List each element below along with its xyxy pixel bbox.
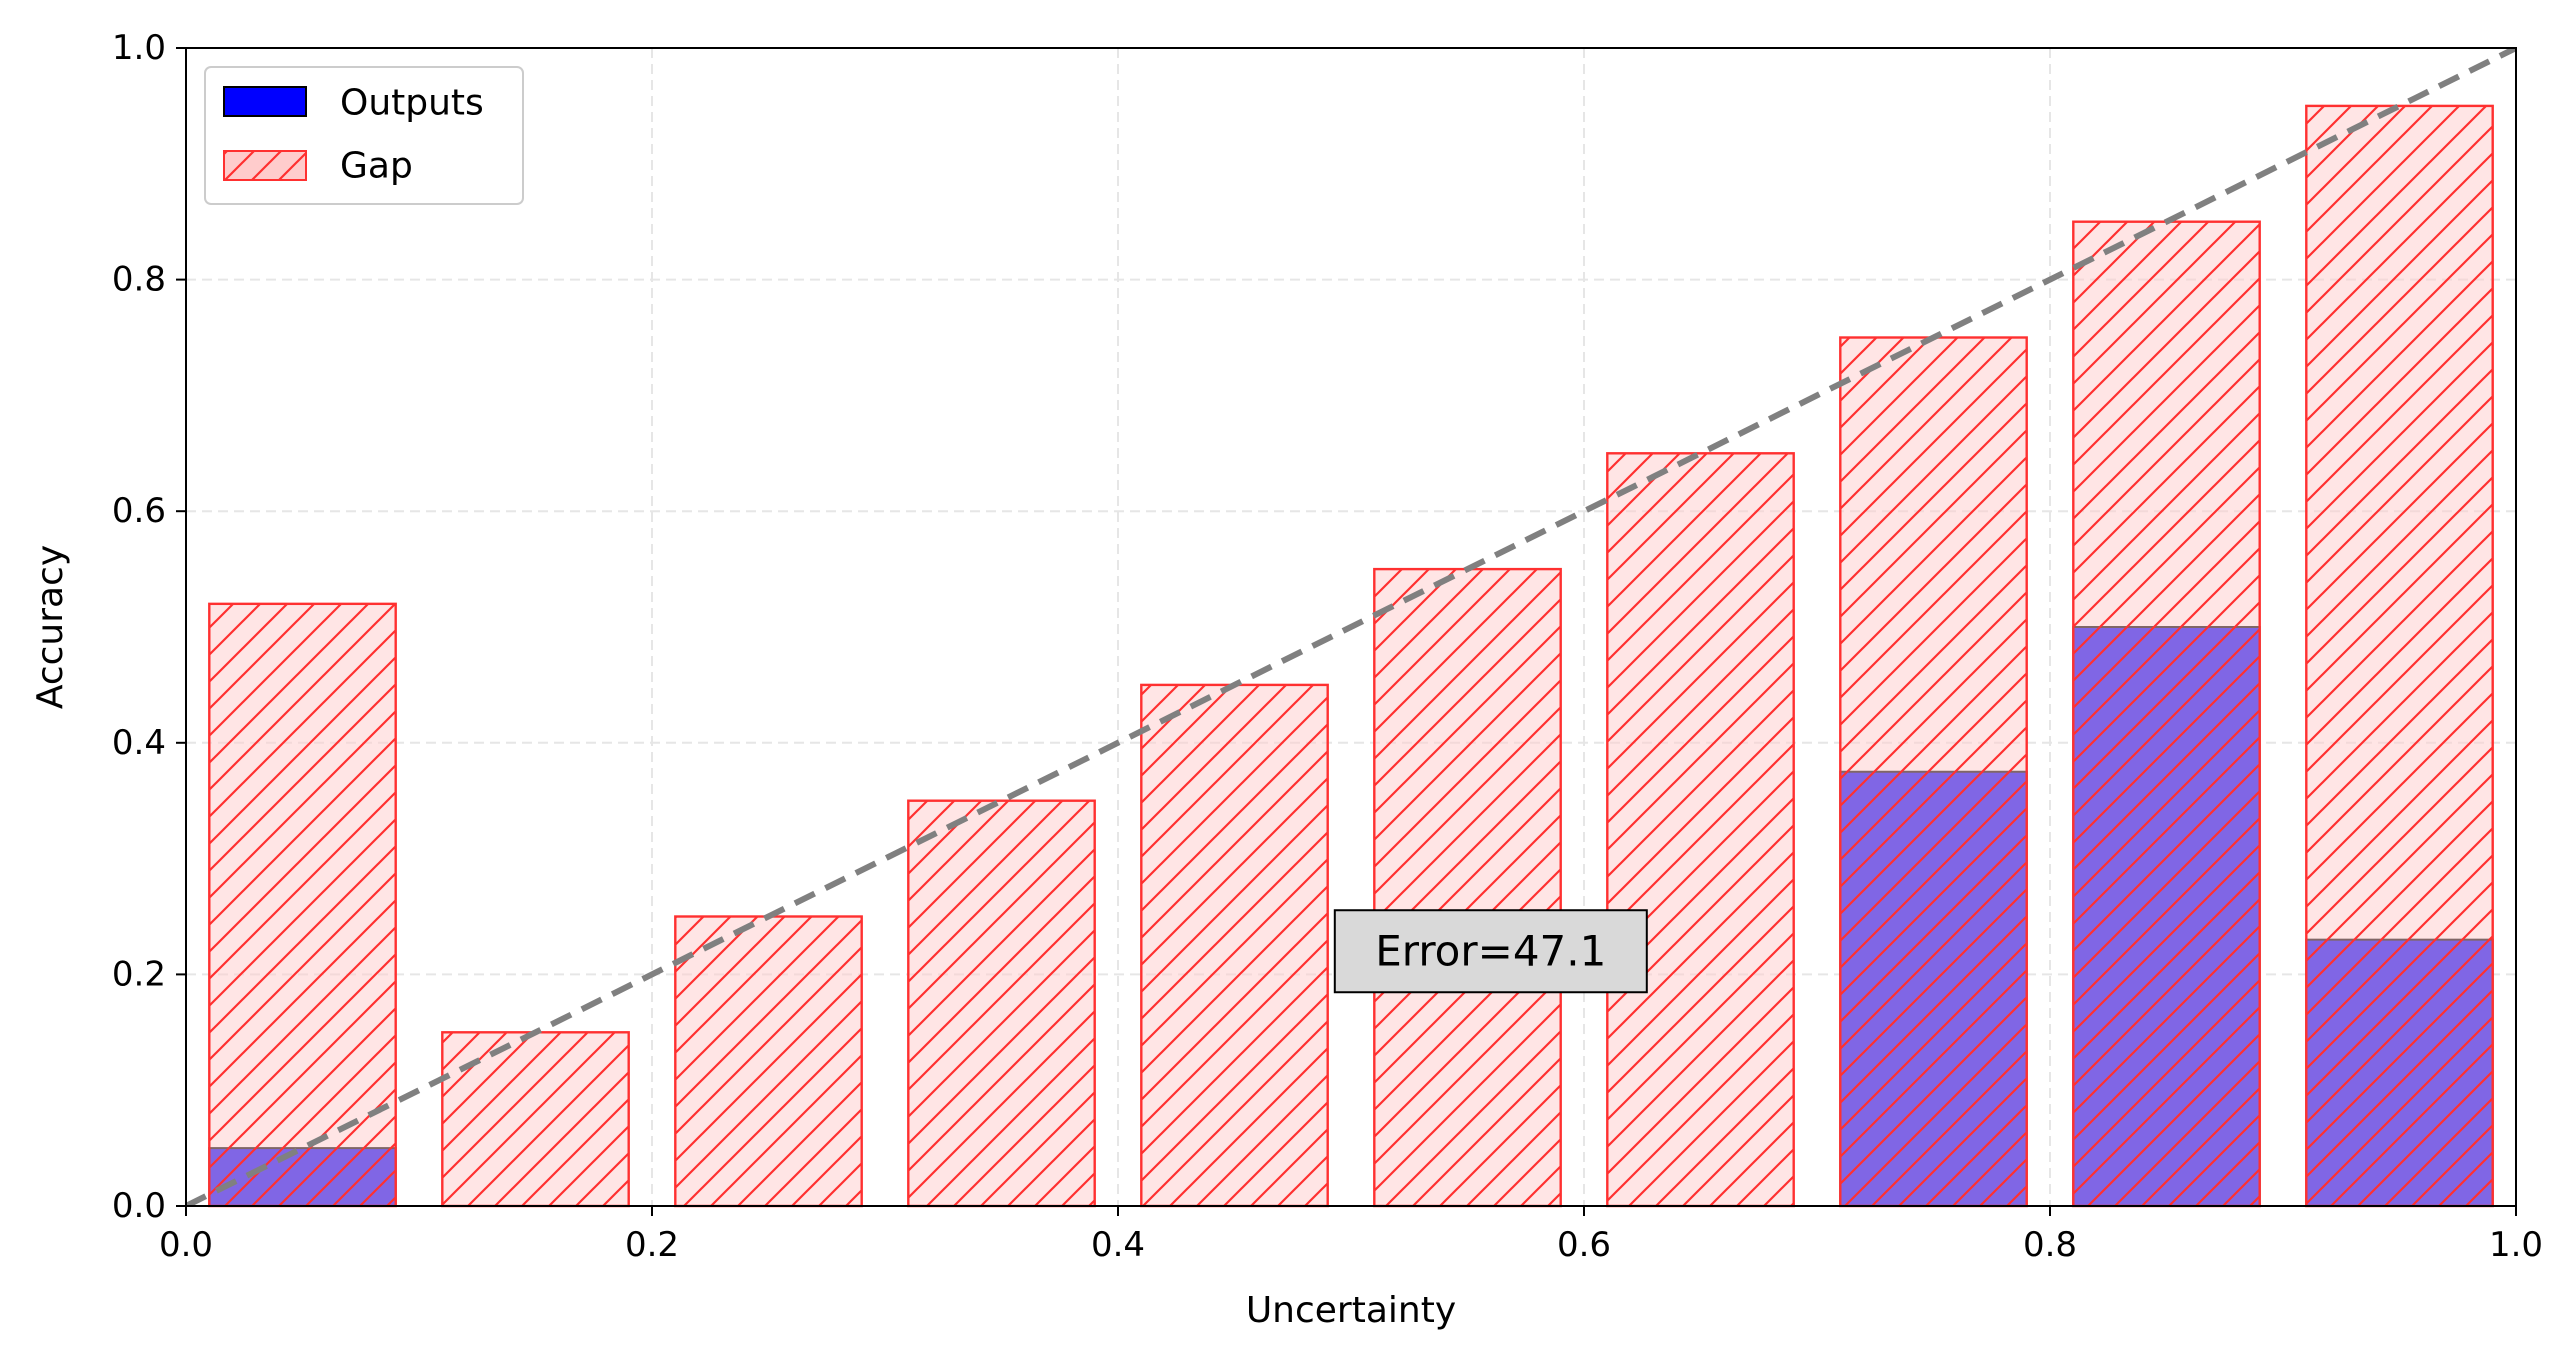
legend: Outputs Gap	[204, 66, 524, 205]
y-tick-label: 0.0	[112, 1186, 166, 1226]
y-tick-label: 0.2	[112, 954, 166, 994]
legend-swatch-outputs	[223, 86, 307, 117]
x-tick-label: 0.8	[2023, 1225, 2077, 1265]
gap-bar	[208, 602, 397, 1208]
y-axis: 0.0 0.2 0.4 0.6 0.8 1.0	[112, 28, 186, 1226]
legend-label-gap: Gap	[340, 146, 413, 187]
error-annotation: Error=47.1	[1333, 909, 1648, 994]
gap-bar	[1140, 683, 1329, 1208]
x-tick-label: 0.0	[159, 1225, 213, 1265]
x-tick-label: 0.6	[1557, 1225, 1611, 1265]
gap-bar	[1606, 452, 1795, 1208]
gap-bar	[441, 1031, 630, 1208]
y-tick-label: 1.0	[112, 28, 166, 68]
gap-bar	[1839, 336, 2028, 1208]
legend-swatch-gap-hatch	[224, 151, 306, 180]
y-axis-label: Accuracy	[30, 545, 71, 709]
gap-bar	[1373, 567, 1562, 1208]
perfect-calibration-line	[186, 48, 2516, 1206]
x-tick-label: 0.4	[1091, 1225, 1145, 1265]
x-tick-label: 0.2	[625, 1225, 679, 1265]
x-axis: 0.0 0.2 0.4 0.6 0.8 1.0	[159, 1206, 2543, 1265]
y-tick-label: 0.8	[112, 260, 166, 300]
gap-bar	[2072, 220, 2261, 1208]
bars	[208, 104, 2494, 1208]
error-annotation-box	[1333, 909, 1648, 994]
legend-label-outputs: Outputs	[340, 83, 484, 124]
gap-bar	[674, 915, 863, 1208]
plot-frame	[185, 47, 2517, 1207]
y-tick-label: 0.6	[112, 491, 166, 531]
gap-bar	[2305, 104, 2494, 1208]
y-tick-label: 0.4	[112, 723, 166, 763]
gap-bar	[907, 799, 1096, 1208]
error-annotation-text: Error=47.1	[1375, 927, 1606, 976]
x-tick-label: 1.0	[2489, 1225, 2543, 1265]
x-axis-label: Uncertainty	[1246, 1290, 1456, 1331]
